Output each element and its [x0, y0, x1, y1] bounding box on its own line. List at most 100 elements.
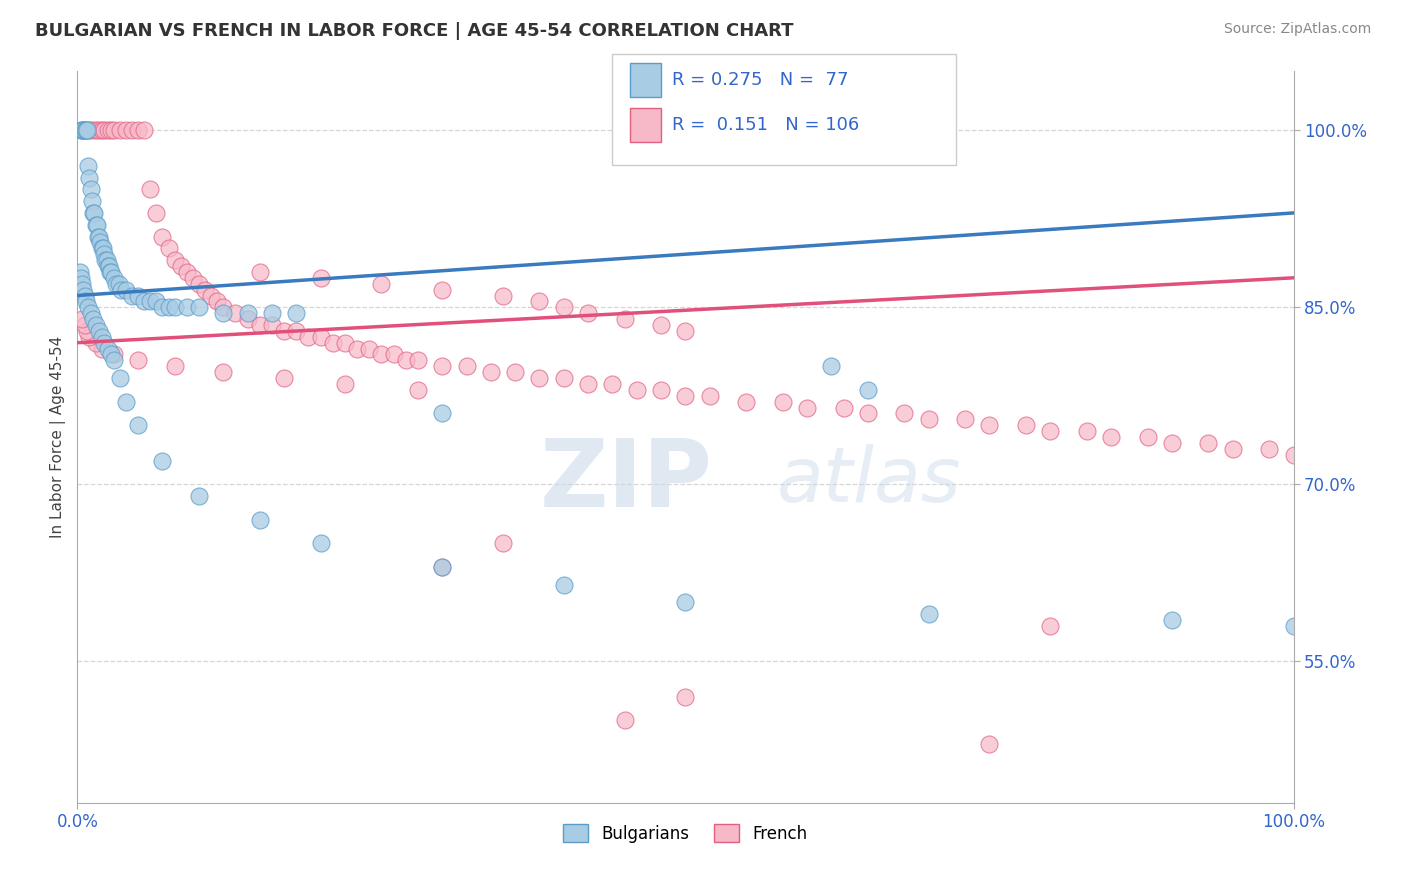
Text: R = 0.275   N =  77: R = 0.275 N = 77 — [672, 71, 849, 89]
French — [309, 270, 332, 285]
French — [613, 713, 636, 727]
French — [108, 123, 131, 137]
Bulgarians — [97, 342, 120, 356]
Bulgarians — [309, 536, 332, 550]
French — [650, 318, 672, 332]
French — [100, 123, 122, 137]
French — [152, 229, 174, 244]
French — [89, 123, 111, 137]
Bulgarians — [75, 294, 97, 309]
Bulgarians — [127, 418, 149, 433]
French — [249, 318, 271, 332]
Bulgarians — [249, 513, 271, 527]
Bulgarians — [70, 123, 93, 137]
Bulgarians — [72, 123, 94, 137]
Bulgarians — [89, 324, 111, 338]
Bulgarians — [108, 371, 131, 385]
French — [90, 342, 112, 356]
French — [322, 335, 344, 350]
Bulgarians — [105, 277, 128, 291]
French — [70, 312, 93, 326]
Bulgarians — [134, 294, 156, 309]
French — [675, 324, 697, 338]
Bulgarians — [93, 335, 115, 350]
French — [176, 265, 198, 279]
French — [72, 123, 94, 137]
French — [224, 306, 246, 320]
Bulgarians — [188, 489, 211, 503]
French — [76, 324, 98, 338]
French — [832, 401, 855, 415]
Bulgarians — [80, 182, 103, 196]
French — [127, 353, 149, 368]
French — [479, 365, 502, 379]
French — [333, 335, 356, 350]
French — [602, 376, 624, 391]
Bulgarians — [918, 607, 941, 621]
Bulgarians — [69, 265, 91, 279]
Bulgarians — [100, 347, 122, 361]
Bulgarians — [121, 288, 143, 302]
French — [699, 389, 721, 403]
French — [856, 407, 879, 421]
French — [456, 359, 478, 374]
Bulgarians — [84, 218, 107, 232]
French — [346, 342, 368, 356]
Bulgarians — [188, 301, 211, 315]
French — [918, 412, 941, 426]
Text: atlas: atlas — [776, 444, 962, 518]
French — [772, 394, 794, 409]
French — [406, 353, 429, 368]
French — [170, 259, 193, 273]
Bulgarians — [97, 259, 120, 273]
Bulgarians — [176, 301, 198, 315]
French — [205, 294, 228, 309]
Text: BULGARIAN VS FRENCH IN LABOR FORCE | AGE 45-54 CORRELATION CHART: BULGARIAN VS FRENCH IN LABOR FORCE | AGE… — [35, 22, 793, 40]
French — [134, 123, 156, 137]
French — [121, 123, 143, 137]
French — [297, 330, 319, 344]
French — [115, 123, 138, 137]
French — [1015, 418, 1038, 433]
Bulgarians — [1161, 613, 1184, 627]
French — [285, 324, 308, 338]
Bulgarians — [96, 253, 118, 268]
Bulgarians — [856, 383, 879, 397]
French — [1039, 424, 1062, 438]
French — [370, 347, 392, 361]
French — [1136, 430, 1159, 444]
Bulgarians — [163, 301, 186, 315]
French — [181, 270, 204, 285]
Bulgarians — [72, 283, 94, 297]
Bulgarians — [157, 301, 180, 315]
French — [430, 559, 453, 574]
Bulgarians — [97, 259, 120, 273]
French — [650, 383, 672, 397]
Bulgarians — [87, 229, 110, 244]
French — [553, 301, 575, 315]
French — [333, 376, 356, 391]
Bulgarians — [79, 170, 101, 185]
French — [249, 265, 271, 279]
Bulgarians — [430, 559, 453, 574]
Bulgarians — [75, 123, 97, 137]
French — [145, 206, 167, 220]
Bulgarians — [430, 407, 453, 421]
French — [194, 283, 217, 297]
Bulgarians — [86, 218, 108, 232]
Bulgarians — [115, 394, 138, 409]
French — [212, 301, 235, 315]
Bulgarians — [285, 306, 308, 320]
Bulgarians — [100, 265, 122, 279]
French — [163, 253, 186, 268]
Bulgarians — [82, 312, 104, 326]
French — [406, 383, 429, 397]
French — [553, 371, 575, 385]
French — [93, 123, 115, 137]
French — [529, 294, 551, 309]
French — [382, 347, 405, 361]
Bulgarians — [83, 206, 105, 220]
French — [953, 412, 976, 426]
French — [492, 536, 515, 550]
French — [503, 365, 526, 379]
